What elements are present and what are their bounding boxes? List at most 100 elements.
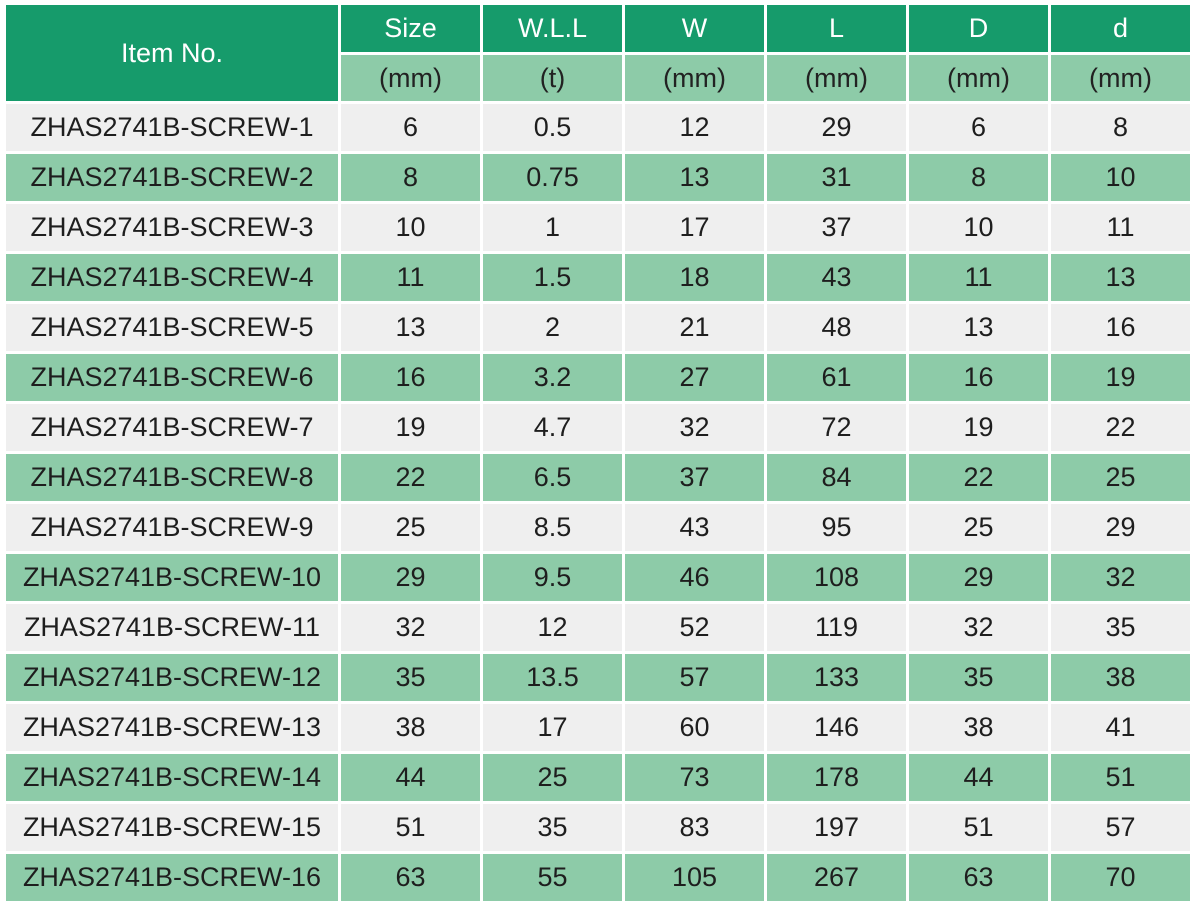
cell-item-no: ZHAS2741B-SCREW-14 — [6, 754, 338, 801]
cell-l: 119 — [767, 604, 906, 651]
cell-wll: 55 — [483, 854, 622, 901]
cell-D: 44 — [909, 754, 1048, 801]
cell-size: 35 — [341, 654, 480, 701]
cell-D: 63 — [909, 854, 1048, 901]
cell-l: 133 — [767, 654, 906, 701]
cell-l: 146 — [767, 704, 906, 751]
cell-wll: 0.5 — [483, 104, 622, 151]
header-row: Item No. Size W.L.L W L D d — [6, 5, 1190, 101]
cell-item-no: ZHAS2741B-SCREW-11 — [6, 604, 338, 651]
table-row: ZHAS2741B-SCREW-7 19 4.7 32 72 19 22 — [6, 404, 1190, 451]
cell-l: 178 — [767, 754, 906, 801]
cell-w: 46 — [625, 554, 764, 601]
cell-D: 19 — [909, 404, 1048, 451]
cell-size: 25 — [341, 504, 480, 551]
cell-wll: 17 — [483, 704, 622, 751]
table-row: ZHAS2741B-SCREW-6 16 3.2 27 61 16 19 — [6, 354, 1190, 401]
header-w: W — [625, 5, 764, 52]
cell-d: 8 — [1051, 104, 1190, 151]
cell-w: 105 — [625, 854, 764, 901]
cell-d: 51 — [1051, 754, 1190, 801]
cell-D: 10 — [909, 204, 1048, 251]
cell-D: 13 — [909, 304, 1048, 351]
cell-size: 11 — [341, 254, 480, 301]
cell-d: 41 — [1051, 704, 1190, 751]
cell-wll: 1 — [483, 204, 622, 251]
cell-item-no: ZHAS2741B-SCREW-7 — [6, 404, 338, 451]
cell-D: 6 — [909, 104, 1048, 151]
cell-size: 16 — [341, 354, 480, 401]
unit-wll: (t) — [483, 55, 622, 101]
cell-w: 32 — [625, 404, 764, 451]
table-body: ZHAS2741B-SCREW-1 6 0.5 12 29 6 8 ZHAS2741B-SCR… — [6, 104, 1190, 901]
cell-l: 267 — [767, 854, 906, 901]
cell-w: 12 — [625, 104, 764, 151]
cell-D: 32 — [909, 604, 1048, 651]
header-size: Size — [341, 5, 480, 52]
cell-d: 22 — [1051, 404, 1190, 451]
cell-l: 61 — [767, 354, 906, 401]
cell-item-no: ZHAS2741B-SCREW-9 — [6, 504, 338, 551]
header-l: L — [767, 5, 906, 52]
cell-D: 51 — [909, 804, 1048, 851]
cell-w: 57 — [625, 654, 764, 701]
cell-item-no: ZHAS2741B-SCREW-3 — [6, 204, 338, 251]
unit-size: (mm) — [341, 55, 480, 101]
cell-w: 21 — [625, 304, 764, 351]
cell-wll: 1.5 — [483, 254, 622, 301]
cell-d: 13 — [1051, 254, 1190, 301]
cell-size: 10 — [341, 204, 480, 251]
cell-item-no: ZHAS2741B-SCREW-5 — [6, 304, 338, 351]
cell-size: 29 — [341, 554, 480, 601]
cell-wll: 0.75 — [483, 154, 622, 201]
cell-D: 11 — [909, 254, 1048, 301]
cell-D: 8 — [909, 154, 1048, 201]
unit-l: (mm) — [767, 55, 906, 101]
table-row: ZHAS2741B-SCREW-11 32 12 52 119 32 35 — [6, 604, 1190, 651]
cell-item-no: ZHAS2741B-SCREW-10 — [6, 554, 338, 601]
cell-item-no: ZHAS2741B-SCREW-15 — [6, 804, 338, 851]
cell-item-no: ZHAS2741B-SCREW-2 — [6, 154, 338, 201]
cell-l: 197 — [767, 804, 906, 851]
cell-l: 29 — [767, 104, 906, 151]
cell-item-no: ZHAS2741B-SCREW-13 — [6, 704, 338, 751]
cell-w: 60 — [625, 704, 764, 751]
cell-l: 84 — [767, 454, 906, 501]
cell-d: 25 — [1051, 454, 1190, 501]
unit-D: (mm) — [909, 55, 1048, 101]
unit-w: (mm) — [625, 55, 764, 101]
table-row: ZHAS2741B-SCREW-15 51 35 83 197 51 57 — [6, 804, 1190, 851]
cell-item-no: ZHAS2741B-SCREW-12 — [6, 654, 338, 701]
cell-w: 73 — [625, 754, 764, 801]
cell-l: 95 — [767, 504, 906, 551]
table-row: ZHAS2741B-SCREW-13 38 17 60 146 38 41 — [6, 704, 1190, 751]
table-row: ZHAS2741B-SCREW-1 6 0.5 12 29 6 8 — [6, 104, 1190, 151]
cell-w: 13 — [625, 154, 764, 201]
cell-size: 19 — [341, 404, 480, 451]
spec-table: Item No. Size W.L.L W L D d (mm) (t) (mm… — [3, 2, 1193, 904]
cell-size: 38 — [341, 704, 480, 751]
table-row: ZHAS2741B-SCREW-8 22 6.5 37 84 22 25 — [6, 454, 1190, 501]
cell-l: 43 — [767, 254, 906, 301]
cell-size: 22 — [341, 454, 480, 501]
cell-wll: 6.5 — [483, 454, 622, 501]
cell-item-no: ZHAS2741B-SCREW-16 — [6, 854, 338, 901]
cell-wll: 4.7 — [483, 404, 622, 451]
cell-wll: 25 — [483, 754, 622, 801]
cell-w: 17 — [625, 204, 764, 251]
cell-D: 16 — [909, 354, 1048, 401]
table-row: ZHAS2741B-SCREW-2 8 0.75 13 31 8 10 — [6, 154, 1190, 201]
cell-d: 29 — [1051, 504, 1190, 551]
cell-w: 37 — [625, 454, 764, 501]
unit-row: (mm) (t) (mm) (mm) (mm) (mm) — [6, 55, 1190, 101]
cell-l: 108 — [767, 554, 906, 601]
cell-d: 11 — [1051, 204, 1190, 251]
cell-D: 38 — [909, 704, 1048, 751]
cell-wll: 12 — [483, 604, 622, 651]
cell-w: 27 — [625, 354, 764, 401]
table-row: ZHAS2741B-SCREW-14 44 25 73 178 44 51 — [6, 754, 1190, 801]
table-row: ZHAS2741B-SCREW-9 25 8.5 43 95 25 29 — [6, 504, 1190, 551]
cell-w: 18 — [625, 254, 764, 301]
header-wll: W.L.L — [483, 5, 622, 52]
cell-l: 31 — [767, 154, 906, 201]
